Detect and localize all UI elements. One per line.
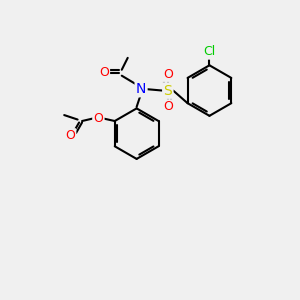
Text: O: O [99, 66, 109, 79]
Text: O: O [94, 112, 103, 124]
Text: Cl: Cl [203, 45, 216, 58]
Text: N: N [136, 82, 146, 96]
Text: O: O [163, 68, 173, 81]
Text: O: O [163, 100, 173, 113]
Text: O: O [65, 129, 75, 142]
Text: S: S [164, 84, 172, 98]
